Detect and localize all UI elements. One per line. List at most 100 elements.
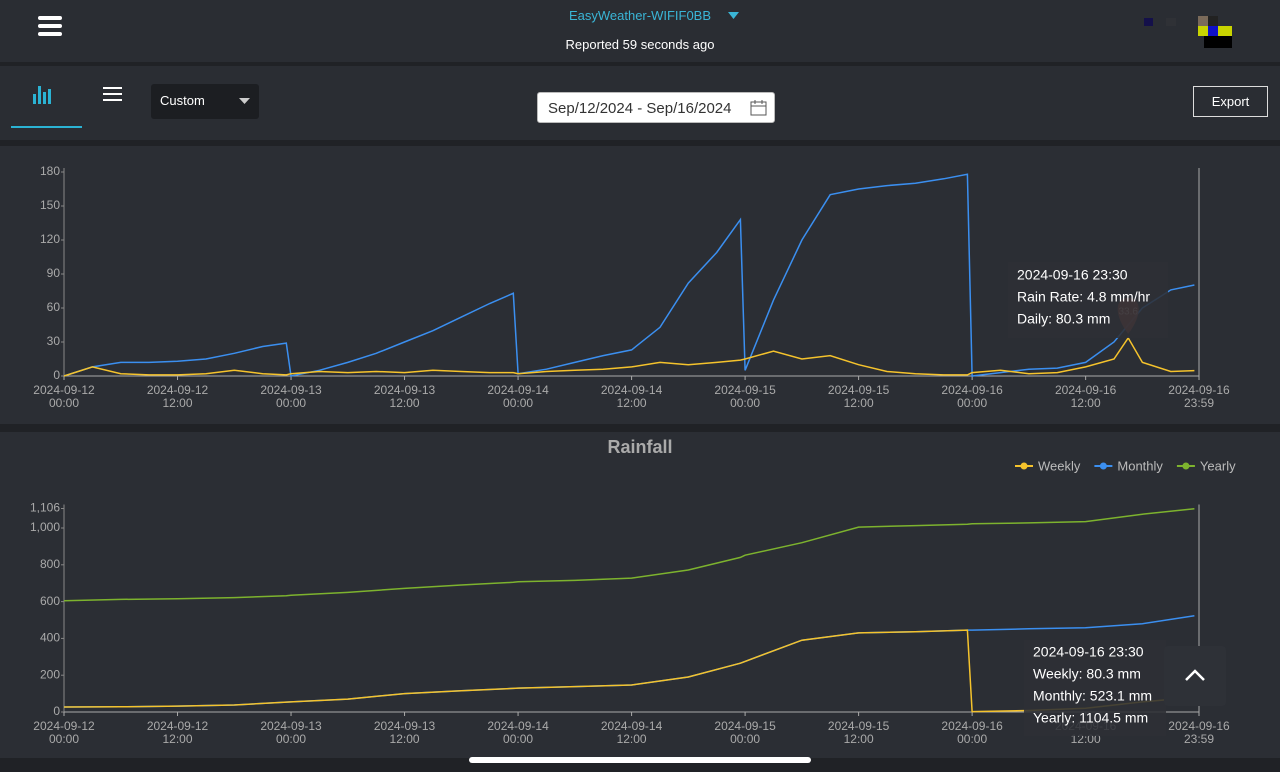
x-tick-line: 2024-09-16 [941, 719, 1003, 733]
y-tick-label: 180 [40, 164, 60, 178]
x-tick-line: 2024-09-15 [714, 719, 776, 733]
header-bar [0, 0, 1280, 62]
series-line [63, 173, 1195, 377]
x-tick-line: 12:00 [617, 396, 647, 410]
x-tick-line: 12:00 [1071, 396, 1101, 410]
series-line [63, 508, 1195, 602]
x-tick-line: 12:00 [844, 732, 874, 746]
tooltip-line: 2024-09-16 23:30 [1017, 267, 1128, 283]
list-view-tab[interactable] [103, 87, 123, 103]
x-tick-line: 12:00 [390, 396, 420, 410]
chart-view-tab[interactable] [11, 84, 83, 130]
legend-dot [1182, 462, 1190, 470]
date-range: Sep/12/2024 - Sep/16/2024 [548, 100, 732, 117]
x-tick-label: 2024-09-15 00:00 [714, 383, 776, 410]
export-button[interactable]: Export [1193, 86, 1268, 117]
x-tick-label: 2024-09-13 00:00 [260, 383, 322, 410]
x-tick-label: 2024-09-13 00:00 [260, 719, 322, 746]
x-tick-line: 2024-09-13 [374, 383, 436, 397]
x-tick-line: 2024-09-14 [601, 719, 663, 733]
legend-dot [1020, 462, 1028, 470]
x-tick-line: 00:00 [276, 396, 306, 410]
x-tick-label: 2024-09-14 12:00 [601, 383, 663, 410]
tooltip-line: Daily: 80.3 mm [1017, 311, 1110, 327]
x-tick-label: 2024-09-16 23:59 [1168, 383, 1230, 410]
y-tick-label: 30 [47, 334, 61, 348]
series-line [63, 629, 1195, 713]
x-tick-line: 12:00 [844, 396, 874, 410]
x-tick-line: 00:00 [276, 732, 306, 746]
x-tick-line: 2024-09-13 [260, 383, 322, 397]
chart-title: Rainfall [607, 437, 672, 457]
station-name[interactable]: EasyWeather-WIFIF0BB [568, 8, 712, 23]
scroll-top-button[interactable] [1164, 646, 1226, 706]
legend-dot [1099, 462, 1107, 470]
x-tick-label: 2024-09-12 12:00 [147, 383, 209, 410]
x-tick-line: 00:00 [503, 732, 533, 746]
y-tick-label: 400 [40, 631, 60, 645]
menu-button[interactable] [38, 16, 64, 38]
x-tick-line: 2024-09-16 [1055, 383, 1117, 397]
tooltip-line: Rain Rate: 4.8 mm/hr [1017, 289, 1150, 305]
range-dropdown[interactable]: Custom [151, 84, 259, 119]
legend-label: Weekly [1038, 458, 1081, 473]
x-tick-line: 12:00 [617, 732, 647, 746]
x-tick-label: 2024-09-13 12:00 [374, 719, 436, 746]
x-tick-line: 2024-09-15 [828, 383, 890, 397]
x-tick-line: 12:00 [163, 732, 193, 746]
y-tick-label: 0 [53, 368, 60, 382]
y-tick-label: 120 [40, 232, 60, 246]
status-text: Reported 59 seconds ago [565, 37, 715, 52]
chevron-up [1185, 669, 1205, 681]
legend-label: Monthly [1117, 458, 1163, 473]
x-tick-line: 2024-09-16 [1168, 383, 1230, 397]
x-tick-line: 23:59 [1184, 732, 1214, 746]
date-range-picker[interactable]: Sep/12/2024 - Sep/16/2024 [537, 92, 775, 123]
x-tick-line: 2024-09-12 [33, 719, 95, 733]
x-tick-line: 2024-09-14 [601, 383, 663, 397]
y-tick-label: 200 [40, 667, 60, 681]
x-tick-line: 23:59 [1184, 396, 1214, 410]
x-tick-line: 2024-09-14 [487, 383, 549, 397]
y-tick-label: 800 [40, 557, 60, 571]
x-tick-line: 2024-09-15 [828, 719, 890, 733]
x-tick-label: 2024-09-14 00:00 [487, 719, 549, 746]
x-tick-line: 2024-09-12 [147, 383, 209, 397]
y-tick-label: 1,106 [30, 501, 60, 515]
x-tick-line: 2024-09-16 [1168, 719, 1230, 733]
tooltip-line: Monthly: 523.1 mm [1033, 688, 1152, 704]
x-tick-line: 2024-09-16 [941, 383, 1003, 397]
avatar [1144, 16, 1232, 48]
x-tick-line: 00:00 [49, 396, 79, 410]
dropdown-caret [239, 98, 250, 104]
x-tick-label: 2024-09-12 00:00 [33, 719, 95, 746]
y-tick-label: 1,000 [30, 520, 60, 534]
tooltip-box [1024, 640, 1166, 736]
x-tick-line: 2024-09-13 [374, 719, 436, 733]
station-dropdown-caret[interactable] [728, 12, 740, 20]
x-tick-label: 2024-09-15 12:00 [828, 383, 890, 410]
x-tick-label: 2024-09-15 00:00 [714, 719, 776, 746]
x-tick-label: 2024-09-12 12:00 [147, 719, 209, 746]
x-tick-line: 00:00 [730, 396, 760, 410]
y-tick-label: 150 [40, 198, 60, 212]
x-tick-label: 2024-09-14 00:00 [487, 383, 549, 410]
x-tick-label: 2024-09-16 00:00 [941, 719, 1003, 746]
range-mode: Custom [160, 93, 205, 108]
x-tick-line: 12:00 [390, 732, 420, 746]
x-tick-label: 2024-09-14 12:00 [601, 719, 663, 746]
x-tick-line: 2024-09-15 [714, 383, 776, 397]
x-tick-line: 2024-09-12 [33, 383, 95, 397]
y-tick-label: 0 [53, 704, 60, 718]
x-tick-label: 2024-09-15 12:00 [828, 719, 890, 746]
x-tick-line: 00:00 [730, 732, 760, 746]
x-tick-line: 00:00 [49, 732, 79, 746]
home-indicator [469, 757, 811, 763]
x-tick-line: 00:00 [957, 396, 987, 410]
series-line [63, 336, 1195, 377]
x-tick-label: 2024-09-12 00:00 [33, 383, 95, 410]
x-tick-line: 2024-09-13 [260, 719, 322, 733]
